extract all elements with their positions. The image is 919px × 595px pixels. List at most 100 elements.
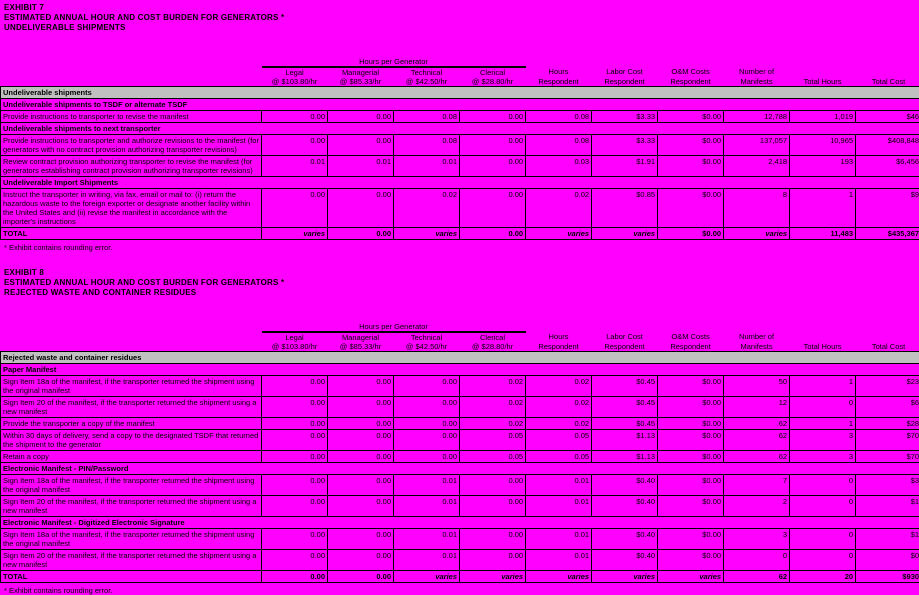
column-header-line1 bbox=[790, 67, 856, 77]
table-row: Instruct the transporter in writing, via… bbox=[1, 189, 919, 228]
column-header-line1: Labor Cost bbox=[592, 332, 658, 342]
table-row: Sign Item 18a of the manifest, if the tr… bbox=[1, 475, 919, 496]
cell-value: 0.02 bbox=[526, 189, 592, 228]
cell-value: $0.00 bbox=[658, 156, 724, 177]
header-spacer bbox=[526, 322, 919, 332]
table-row: Sign Item 20 of the manifest, if the tra… bbox=[1, 550, 919, 571]
column-header-line2: Total Cost bbox=[856, 77, 919, 87]
row-label: TOTAL bbox=[1, 571, 262, 583]
subsection-label: Paper Manifest bbox=[1, 364, 919, 376]
column-header-line1: Hours bbox=[526, 67, 592, 77]
column-header-line1: Number of bbox=[724, 332, 790, 342]
column-header-line1: Legal bbox=[262, 67, 328, 77]
cell-value: 7 bbox=[724, 475, 790, 496]
column-header-line1: Managerial bbox=[328, 332, 394, 342]
cell-value: 62 bbox=[724, 451, 790, 463]
cell-value: 0.00 bbox=[328, 571, 394, 583]
table-row: Sign Item 20 of the manifest, if the tra… bbox=[1, 397, 919, 418]
subsection-label: Electronic Manifest - Digitized Electron… bbox=[1, 517, 919, 529]
cell-value: $0.00 bbox=[658, 111, 724, 123]
cell-value: 0.02 bbox=[526, 376, 592, 397]
cell-value: 0.00 bbox=[394, 376, 460, 397]
column-header-line2: Manifests bbox=[724, 342, 790, 352]
cell-value: 0.00 bbox=[262, 376, 328, 397]
cell-value: 62 bbox=[724, 418, 790, 430]
cell-value: 0 bbox=[790, 397, 856, 418]
cell-value: 1 bbox=[790, 376, 856, 397]
row-label: Instruct the transporter in writing, via… bbox=[1, 189, 262, 228]
cell-value: 0.00 bbox=[460, 228, 526, 240]
exhibit8-subject: REJECTED WASTE AND CONTAINER RESIDUES bbox=[4, 288, 919, 298]
cell-value: 0.02 bbox=[526, 418, 592, 430]
cell-value: 0.00 bbox=[328, 189, 394, 228]
row-label: Sign Item 18a of the manifest, if the tr… bbox=[1, 529, 262, 550]
cell-value: 0.00 bbox=[460, 550, 526, 571]
cell-value: varies bbox=[394, 228, 460, 240]
table-row: Provide instructions to transporter to r… bbox=[1, 111, 919, 123]
column-header-line2: Respondent bbox=[592, 77, 658, 87]
column-header-line1 bbox=[856, 332, 919, 342]
section-header-row: Rejected waste and container residues bbox=[1, 352, 919, 364]
cell-value: $1 bbox=[856, 529, 919, 550]
cell-value: 0.01 bbox=[394, 496, 460, 517]
cell-value: 0.08 bbox=[394, 135, 460, 156]
column-header-line1: Labor Cost bbox=[592, 67, 658, 77]
column-header-line1 bbox=[790, 332, 856, 342]
cell-value: $0.00 bbox=[658, 475, 724, 496]
cell-value: 0.02 bbox=[460, 418, 526, 430]
cell-value: 0.00 bbox=[328, 135, 394, 156]
column-header-line2: Total Cost bbox=[856, 342, 919, 352]
cell-value: $0.45 bbox=[592, 376, 658, 397]
header-spacer bbox=[526, 57, 919, 67]
cell-value: 1 bbox=[790, 189, 856, 228]
cell-value: 137,057 bbox=[724, 135, 790, 156]
cell-value: varies bbox=[460, 571, 526, 583]
cell-value: 0.05 bbox=[460, 430, 526, 451]
cell-value: 0.00 bbox=[460, 111, 526, 123]
cell-value: $28 bbox=[856, 418, 919, 430]
cell-value: $3.33 bbox=[592, 135, 658, 156]
cell-value: $23 bbox=[856, 376, 919, 397]
row-label: Sign Item 20 of the manifest, if the tra… bbox=[1, 550, 262, 571]
cell-value: varies bbox=[262, 228, 328, 240]
cell-value: 0.08 bbox=[526, 111, 592, 123]
cell-value: 0.03 bbox=[526, 156, 592, 177]
cell-value: $0.40 bbox=[592, 550, 658, 571]
cell-value: 2,418 bbox=[724, 156, 790, 177]
subsection-header-row: Undeliverable shipments to TSDF or alter… bbox=[1, 99, 919, 111]
cell-value: 0.00 bbox=[394, 451, 460, 463]
cell-value: 0.00 bbox=[394, 430, 460, 451]
cell-value: $435,367 bbox=[856, 228, 919, 240]
column-header-line1: Clerical bbox=[460, 332, 526, 342]
cell-value: 0.00 bbox=[262, 189, 328, 228]
column-header-line2: @ $42.50/hr bbox=[394, 77, 460, 87]
exhibit8-number: EXHIBIT 8 bbox=[4, 268, 919, 278]
row-label-spacer bbox=[1, 67, 262, 77]
section-header-row: Undeliverable shipments bbox=[1, 87, 919, 99]
column-header-line1 bbox=[856, 67, 919, 77]
subsection-label: Undeliverable Import Shipments bbox=[1, 177, 919, 189]
cell-value: 0.08 bbox=[394, 111, 460, 123]
exhibit7-number: EXHIBIT 7 bbox=[4, 3, 919, 13]
table-row: Within 30 days of delivery, send a copy … bbox=[1, 430, 919, 451]
cell-value: 0.00 bbox=[394, 418, 460, 430]
cell-value: $0.00 bbox=[658, 418, 724, 430]
cell-value: 0.00 bbox=[262, 496, 328, 517]
cell-value: 0.01 bbox=[394, 529, 460, 550]
cell-value: $3.33 bbox=[592, 111, 658, 123]
row-label-spacer bbox=[1, 342, 262, 352]
cell-value: 0.02 bbox=[460, 376, 526, 397]
column-header-line1: Technical bbox=[394, 67, 460, 77]
cell-value: 0.00 bbox=[328, 451, 394, 463]
column-header-line2: Respondent bbox=[526, 77, 592, 87]
row-label: Sign Item 20 of the manifest, if the tra… bbox=[1, 397, 262, 418]
column-header-line2: Respondent bbox=[592, 342, 658, 352]
column-header-line2: Total Hours bbox=[790, 342, 856, 352]
table-row: Sign Item 18a of the manifest, if the tr… bbox=[1, 376, 919, 397]
cell-value: 3 bbox=[724, 529, 790, 550]
cell-value: 0.00 bbox=[262, 475, 328, 496]
cell-value: 0.00 bbox=[328, 529, 394, 550]
row-label: Provide the transporter a copy of the ma… bbox=[1, 418, 262, 430]
exhibit7-footnote: * Exhibit contains rounding error. bbox=[4, 243, 919, 252]
